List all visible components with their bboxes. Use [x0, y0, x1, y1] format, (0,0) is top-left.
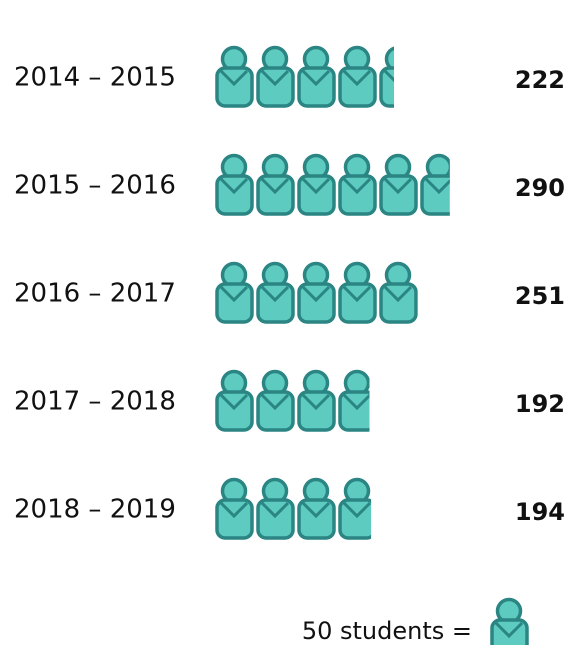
category-label: 2015 – 2016 [14, 171, 176, 201]
person-icon [379, 45, 395, 108]
value-label: 192 [515, 390, 565, 418]
person-icon [256, 45, 295, 108]
person-icon [256, 261, 295, 324]
icon-row [215, 153, 450, 216]
value-label: 194 [515, 498, 565, 526]
person-icon [338, 45, 377, 108]
value-label: 222 [515, 66, 565, 94]
person-icon [297, 477, 336, 540]
value-label: 251 [515, 282, 565, 310]
person-icon [256, 153, 295, 216]
person-icon [297, 45, 336, 108]
category-label: 2016 – 2017 [14, 279, 176, 309]
person-icon [379, 261, 418, 324]
person-icon [215, 369, 254, 432]
person-icon [338, 369, 370, 432]
person-icon [297, 261, 336, 324]
icon-row [215, 369, 370, 432]
person-icon [297, 153, 336, 216]
person-icon [215, 261, 254, 324]
person-icon [256, 369, 295, 432]
person-icon [338, 477, 372, 540]
icon-row [215, 45, 395, 108]
legend-label: 50 students = [302, 617, 472, 645]
value-label: 290 [515, 174, 565, 202]
person-icon [422, 264, 457, 323]
person-icon [215, 153, 254, 216]
person-icon [256, 477, 295, 540]
icon-row [215, 477, 372, 540]
icon-row [215, 261, 457, 324]
person-icon [297, 369, 336, 432]
person-icon [338, 153, 377, 216]
person-icon [420, 153, 450, 216]
person-icon [215, 45, 254, 108]
person-icon [215, 477, 254, 540]
category-label: 2014 – 2015 [14, 63, 176, 93]
legend-icon [490, 597, 529, 649]
category-label: 2018 – 2019 [14, 495, 176, 525]
person-icon [338, 261, 377, 324]
person-icon [379, 153, 418, 216]
category-label: 2017 – 2018 [14, 387, 176, 417]
